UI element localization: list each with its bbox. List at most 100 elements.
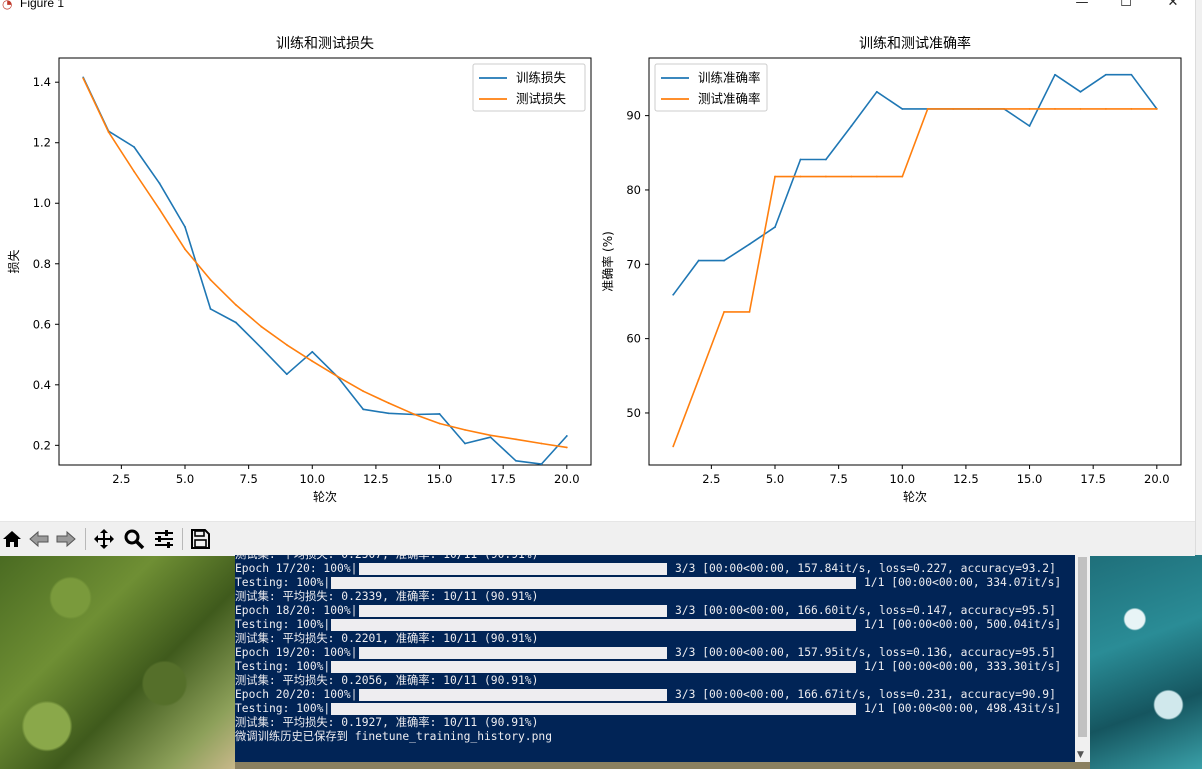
data-point — [489, 434, 492, 437]
y-tick-label: 90 — [626, 109, 641, 123]
x-tick-label: 5.0 — [176, 472, 194, 486]
data-point — [723, 259, 725, 262]
data-point — [515, 438, 517, 441]
y-tick-label: 70 — [626, 257, 641, 271]
data-point — [133, 146, 135, 148]
data-point — [515, 459, 517, 462]
x-tick-label: 20.0 — [1144, 472, 1170, 486]
configure-button[interactable] — [152, 527, 176, 551]
series-line-2 — [672, 108, 1157, 447]
data-point — [1105, 73, 1107, 76]
x-tick-label: 2.5 — [112, 472, 130, 486]
console-text: Epoch 20/20: 100%| — [235, 688, 358, 701]
console-text: 测试集: 平均损失: 0.2339, 准确率: 10/11 (90.91%) — [235, 590, 539, 603]
progress-stats: 3/3 [00:00<00:00, 157.84it/s, loss=0.227… — [675, 562, 1056, 575]
y-tick-label: 0.2 — [33, 438, 51, 452]
progress-stats: 1/1 [00:00<00:00, 500.04it/s] — [864, 618, 1062, 631]
series-line-2 — [82, 77, 567, 449]
progress-bar — [359, 647, 667, 659]
zoom-icon — [124, 529, 145, 550]
data-point — [336, 375, 339, 378]
data-point — [799, 175, 802, 178]
console-text: 测试集: 平均损失: 0.1927, 准确率: 10/11 (90.91%) — [235, 716, 539, 729]
window-title: Figure 1 — [20, 0, 65, 10]
data-point — [235, 304, 237, 306]
x-tick-label: 2.5 — [702, 472, 720, 486]
console-line: Epoch 17/20: 100%| 3/3 [00:00<00:00, 157.… — [235, 562, 1075, 576]
console-text: 测试集: 平均损失: 0.2507, 准确率: 10/11 (90.91%) — [235, 555, 538, 562]
save-button[interactable] — [188, 527, 212, 551]
terminal-scrollbar[interactable]: ▼ — [1075, 555, 1090, 762]
data-point — [748, 243, 751, 246]
series-line-1 — [82, 77, 568, 465]
data-point — [158, 182, 161, 185]
window-edge — [1195, 0, 1202, 555]
x-tick-label: 12.5 — [953, 472, 979, 486]
progress-bar — [359, 689, 667, 701]
accuracy-chart: 训练和测试准确率 2.5 5.0 7.5 10.0 12.5 15.0 17.5 20.0 50 6… — [600, 35, 1182, 504]
pan-button[interactable] — [92, 527, 116, 551]
data-point — [697, 378, 700, 381]
data-point — [260, 346, 263, 349]
back-button[interactable] — [27, 527, 51, 551]
minimize-icon[interactable]: — — [1075, 0, 1089, 10]
y-tick-label: 80 — [626, 183, 641, 197]
scroll-down-icon[interactable]: ▼ — [1077, 750, 1084, 760]
home-button[interactable] — [0, 527, 24, 551]
data-point — [82, 77, 85, 80]
data-point — [464, 442, 466, 445]
loss-chart: 训练和测试损失 2.5 5.0 7.5 10.0 12.5 15.0 17.5 20.0 0.2 0… — [6, 36, 592, 504]
y-tick-label: 1.4 — [33, 75, 51, 89]
progress-bar — [331, 577, 856, 589]
data-point — [362, 408, 365, 411]
console-text: Testing: 100%| — [235, 660, 331, 673]
data-point — [697, 259, 700, 262]
x-tick-label: 10.0 — [889, 472, 915, 486]
x-axis-label: 轮次 — [903, 490, 927, 504]
y-axis-label: 损失 — [6, 249, 21, 273]
console-line: 测试集: 平均损失: 0.2201, 准确率: 10/11 (90.91%) — [235, 632, 1075, 646]
console-line: Epoch 18/20: 100%| 3/3 [00:00<00:00, 166.… — [235, 604, 1075, 618]
console-text: 测试集: 平均损失: 0.2056, 准确率: 10/11 (90.91%) — [235, 674, 539, 687]
y-axis-label: 准确率 (%) — [600, 231, 615, 292]
console-line: Testing: 100%| 1/1 [00:00<00:00, 498.43it… — [235, 702, 1075, 716]
progress-stats: 1/1 [00:00<00:00, 333.30it/s] — [864, 660, 1062, 673]
figure-canvas[interactable]: 训练和测试损失 2.5 5.0 7.5 10.0 12.5 15.0 17.5 20.0 0.2 0… — [0, 12, 1195, 521]
maximize-icon[interactable]: ☐ — [1120, 0, 1132, 10]
scrollbar-thumb[interactable] — [1078, 557, 1087, 737]
zoom-button[interactable] — [122, 527, 146, 551]
forward-button[interactable] — [54, 527, 78, 551]
x-tick-label: 17.5 — [1080, 472, 1106, 486]
x-tick-label: 17.5 — [490, 472, 516, 486]
chart-title: 训练和测试损失 — [276, 36, 374, 52]
close-icon[interactable]: ✕ — [1167, 0, 1179, 10]
desktop-wallpaper-bottom — [235, 762, 1090, 769]
progress-stats: 1/1 [00:00<00:00, 498.43it/s] — [864, 702, 1062, 715]
toolbar-separator — [85, 528, 86, 550]
data-point — [1054, 108, 1056, 110]
data-point — [565, 435, 568, 437]
matplotlib-icon: ◔ — [2, 0, 13, 11]
configure-icon — [155, 530, 173, 548]
progress-stats: 3/3 [00:00<00:00, 166.67it/s, loss=0.231… — [675, 688, 1056, 701]
data-point — [901, 108, 904, 110]
title-bar[interactable]: ◔ Figure 1 — ☐ ✕ — [0, 0, 1195, 12]
x-tick-label: 10.0 — [299, 472, 325, 486]
y-tick-label: 1.0 — [33, 196, 51, 210]
legend-label: 测试损失 — [516, 91, 567, 106]
data-point — [311, 360, 314, 363]
data-point — [1130, 73, 1133, 76]
data-point — [1155, 108, 1158, 110]
data-point — [799, 158, 802, 161]
data-point — [438, 412, 441, 415]
x-tick-label: 15.0 — [427, 472, 453, 486]
data-point — [825, 158, 827, 161]
data-point — [1105, 108, 1107, 110]
back-icon — [29, 530, 49, 548]
chart-title: 训练和测试准确率 — [859, 35, 971, 52]
terminal-output[interactable]: 测试集: 平均损失: 0.2507, 准确率: 10/11 (90.91%)Ep… — [235, 555, 1090, 762]
pan-icon — [94, 529, 114, 549]
console-line: 测试集: 平均损失: 0.2056, 准确率: 10/11 (90.91%) — [235, 674, 1075, 688]
data-point — [540, 463, 543, 465]
